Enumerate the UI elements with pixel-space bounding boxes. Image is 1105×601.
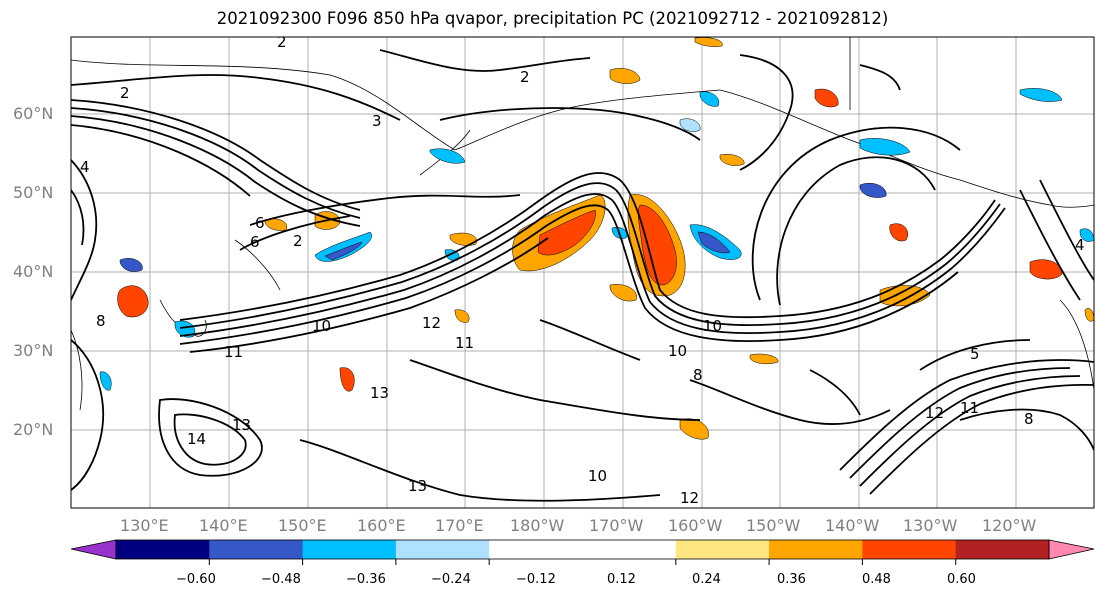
colorbar-segment [675, 540, 770, 559]
contour-label: 10 [703, 317, 722, 335]
colorbar-segment [209, 540, 304, 559]
contour-label: 12 [925, 404, 944, 422]
contour-label: 2 [293, 232, 303, 250]
colorbar-tick-label: 0.36 [777, 572, 806, 587]
contour-label: 13 [408, 477, 427, 495]
lon-label: 120°W [982, 516, 1037, 535]
colorbar-tick-label: −0.60 [176, 572, 216, 587]
contour-label: 8 [96, 312, 106, 330]
lat-label: 60°N [13, 104, 54, 123]
lat-label: 40°N [13, 262, 54, 281]
colorbar-tick-label: −0.24 [431, 572, 471, 587]
lon-label: 170°W [589, 516, 644, 535]
contour-label: 4 [1075, 236, 1085, 254]
contour-label: 10 [668, 342, 687, 360]
contour-label: 10 [588, 467, 607, 485]
contour-label: 11 [960, 399, 979, 417]
colorbar-segment [582, 540, 677, 559]
lon-label: 140°E [199, 516, 248, 535]
precip-negative-shading [99, 88, 1094, 391]
lon-label: 160°W [668, 516, 723, 535]
map-title: 2021092300 F096 850 hPa qvapor, precipit… [216, 9, 889, 28]
contour-label: 2 [120, 84, 130, 102]
contour-label: 8 [693, 366, 703, 384]
colorbar-extend-low [71, 540, 116, 559]
map-frame [70, 36, 1095, 509]
colorbar-tick-label: 0.12 [607, 572, 636, 587]
lon-label: 140°W [825, 516, 880, 535]
colorbar-tick-label: −0.12 [516, 572, 556, 587]
colorbar-segment [489, 540, 583, 559]
colorbar-tick-label: 0.24 [692, 572, 721, 587]
colorbar-tick-label: 0.48 [862, 572, 891, 587]
coastlines [71, 37, 1094, 411]
colorbar [70, 539, 1095, 565]
contour-label: 11 [455, 334, 474, 352]
contour-labels: 2 2 2 2 3 4 4 6 8 10 10 10 10 11 11 11 1… [80, 33, 1085, 507]
colorbar-extend-high [1049, 540, 1094, 559]
colorbar-segment [116, 540, 210, 559]
contour-label: 13 [232, 416, 251, 434]
lon-label: 180°W [510, 516, 565, 535]
contour-label: 3 [372, 112, 382, 130]
contour-label: 2 [520, 68, 530, 86]
contour-label: 6 [255, 214, 265, 232]
colorbar-tick-label: −0.48 [261, 572, 301, 587]
contour-label: 4 [80, 158, 90, 176]
contour-label: 11 [224, 343, 243, 361]
colorbar-tick-label: 0.60 [947, 572, 976, 587]
contour-label: 14 [187, 430, 206, 448]
lat-label: 50°N [13, 183, 54, 202]
lon-label: 130°E [120, 516, 169, 535]
colorbar-segment [395, 540, 490, 559]
lon-label: 160°E [357, 516, 406, 535]
colorbar-segment [302, 540, 397, 559]
precip-positive-shading [117, 37, 1094, 440]
lat-label: 20°N [13, 420, 54, 439]
contour-label: 10 [312, 317, 331, 335]
contour-label: 2 [277, 33, 287, 51]
colorbar-tick-label: −0.36 [346, 572, 386, 587]
lon-label: 150°W [746, 516, 801, 535]
lon-label: 150°E [278, 516, 327, 535]
contour-label: 13 [370, 384, 389, 402]
contour-label: 5 [970, 345, 980, 363]
contour-label: 12 [422, 314, 441, 332]
contour-label: 6 [250, 233, 260, 251]
colorbar-segment [955, 540, 1050, 559]
lat-label: 30°N [13, 341, 54, 360]
lon-label: 170°E [435, 516, 484, 535]
lon-label: 130°W [903, 516, 958, 535]
colorbar-segment [769, 540, 863, 559]
colorbar-segment [862, 540, 957, 559]
qvapor-contours [71, 49, 1094, 502]
contour-label: 8 [1024, 410, 1034, 428]
contour-label: 12 [680, 489, 699, 507]
